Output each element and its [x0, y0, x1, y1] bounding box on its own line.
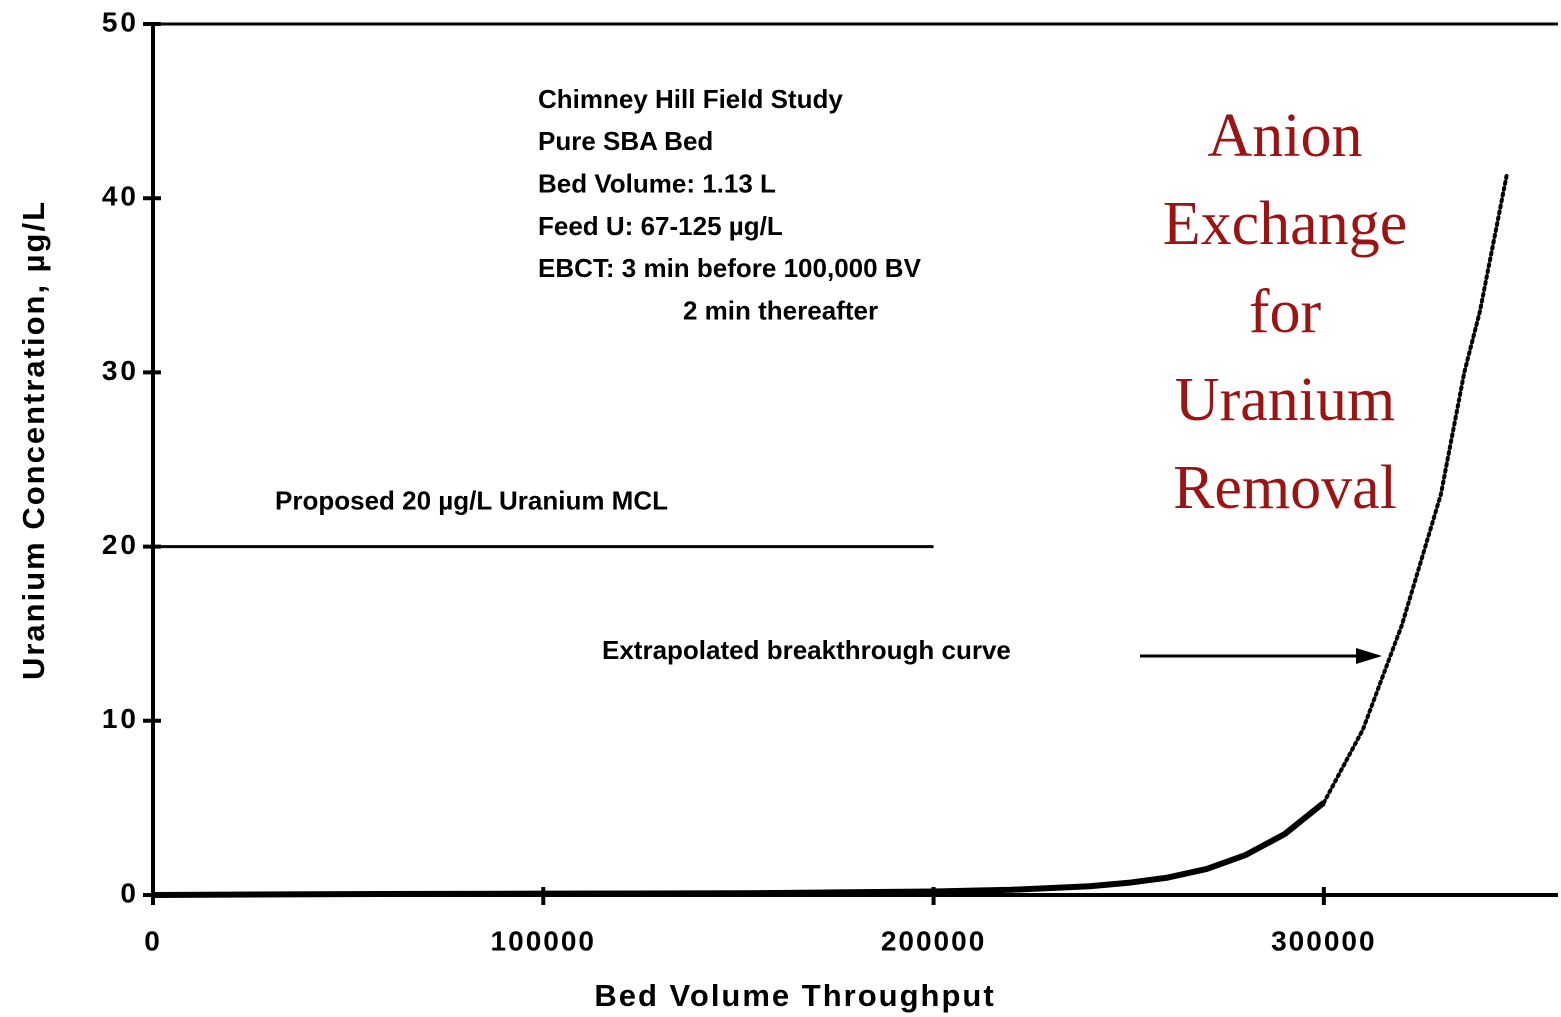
study-note: EBCT: 3 min before 100,000 BV — [538, 253, 922, 283]
reference-label: Proposed 20 µg/L Uranium MCL — [275, 485, 668, 515]
overlay-title: Uranium — [1175, 366, 1395, 434]
curve — [152, 800, 1326, 898]
study-note: Feed U: 67-125 µg/L — [538, 211, 783, 241]
overlay-title: Exchange — [1163, 190, 1407, 258]
overlay-title: Removal — [1173, 454, 1397, 522]
x-tick-label: 0 — [144, 925, 162, 956]
y-tick-label: 20 — [102, 529, 139, 560]
x-tick-label: 100000 — [491, 925, 596, 956]
y-tick-label: 30 — [102, 355, 139, 386]
study-note: Chimney Hill Field Study — [538, 84, 843, 114]
study-note: Bed Volume: 1.13 L — [538, 168, 776, 198]
study-note: Pure SBA Bed — [538, 126, 713, 156]
curve-annotation: Extrapolated breakthrough curve — [602, 635, 1011, 665]
overlay-title: for — [1249, 278, 1322, 346]
y-axis-title: Uranium Concentration, µg/L — [16, 200, 51, 680]
y-tick-label: 10 — [102, 703, 139, 734]
y-tick-label: 50 — [102, 6, 139, 37]
x-tick-label: 300000 — [1271, 925, 1376, 956]
x-tick-label: 200000 — [881, 925, 986, 956]
x-axis-title: Bed Volume Throughput — [594, 978, 995, 1013]
curve — [1321, 170, 1510, 805]
study-note: 2 min thereafter — [683, 295, 878, 325]
annotation-arrowhead — [1356, 648, 1382, 664]
overlay-title: Anion — [1208, 102, 1363, 170]
y-tick-label: 0 — [120, 877, 139, 908]
y-tick-label: 40 — [102, 181, 139, 212]
